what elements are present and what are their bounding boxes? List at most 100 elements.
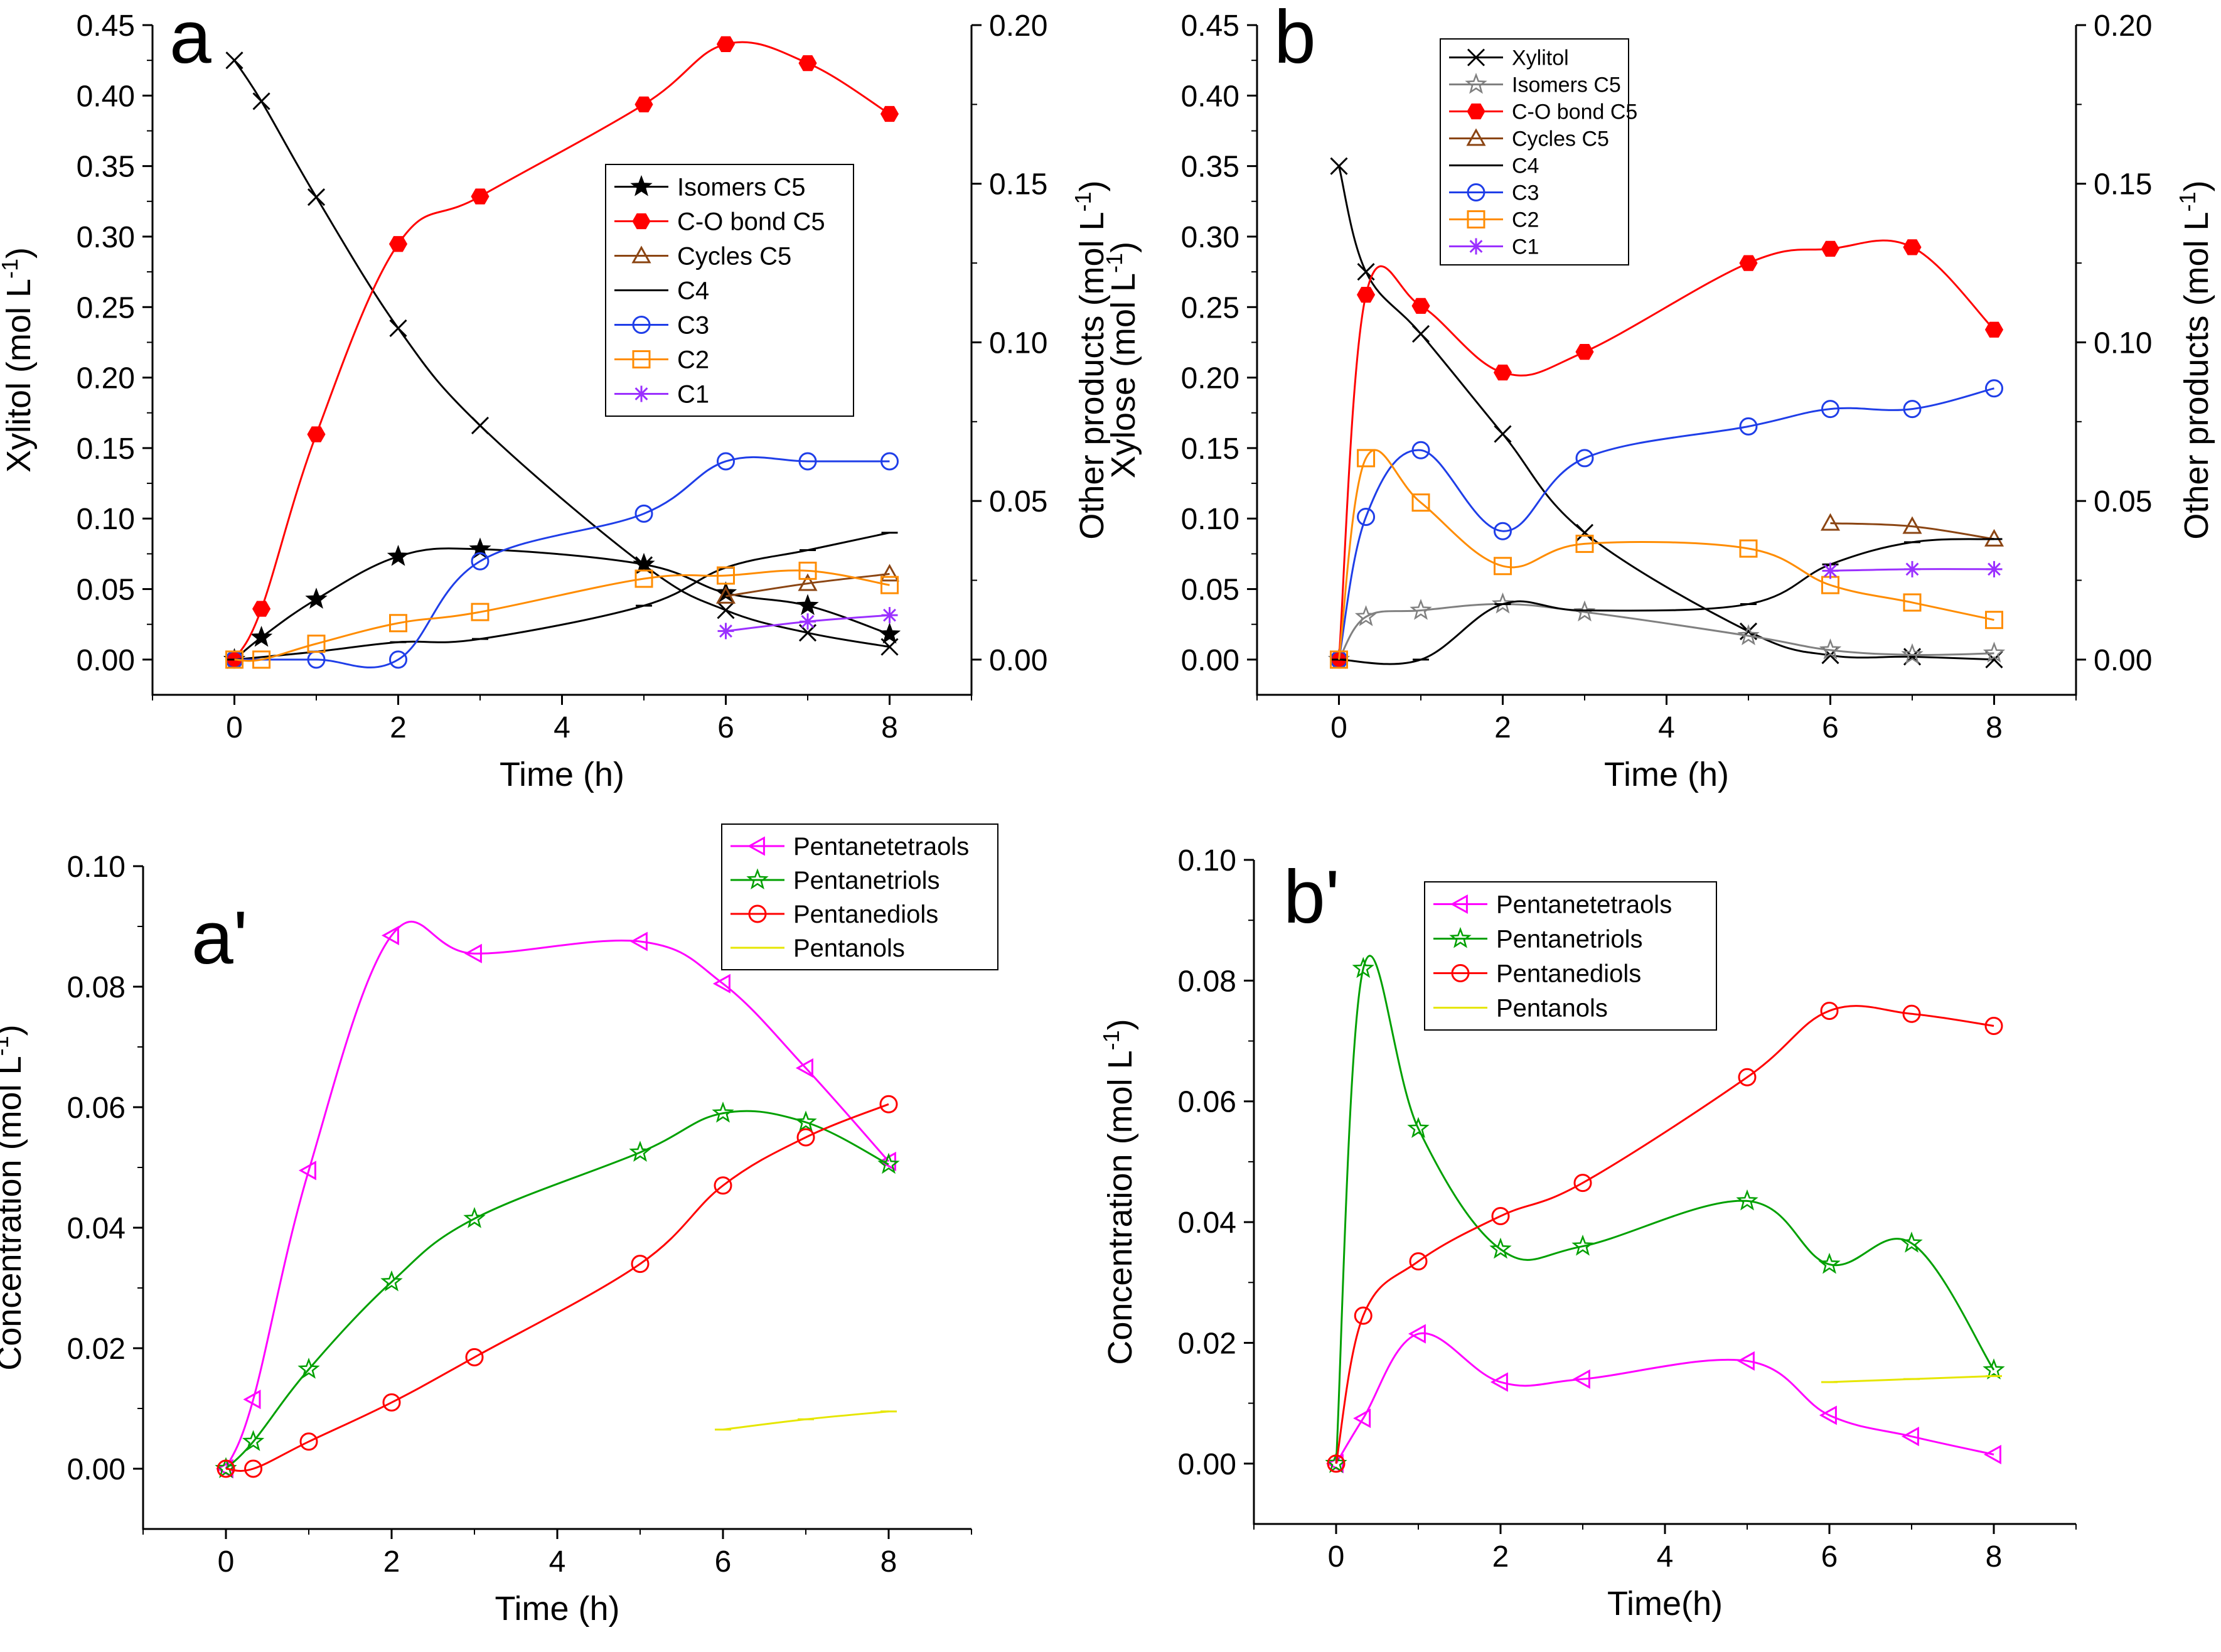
x-tick-label: 2 xyxy=(1492,1540,1509,1574)
data-point-isomers-c5 xyxy=(1354,605,1378,626)
series-pentanetetraols xyxy=(1325,1324,2001,1474)
data-point-pentanetetraols xyxy=(795,1058,813,1078)
data-point-pentanetriols xyxy=(1407,1117,1430,1139)
data-point-pentanediols xyxy=(879,1095,898,1113)
legend: Isomers C5 C-O bond C5 Cycles C5 C4 C3 C2 C1 xyxy=(605,164,854,417)
y-right-tick-label: 0.05 xyxy=(2094,485,2152,518)
series-line-c4 xyxy=(234,532,890,661)
legend-label-pentanediols: Pentanediols xyxy=(1496,960,1641,988)
data-point-pentanetriols xyxy=(629,1140,651,1162)
data-point-pentanediols xyxy=(244,1459,263,1478)
data-point-c3 xyxy=(798,452,817,471)
series-c4 xyxy=(1330,538,2003,665)
data-point-pentanetriols xyxy=(463,1207,486,1228)
data-point-c-o-bond-c5 xyxy=(388,236,408,252)
data-point-c2 xyxy=(307,635,326,653)
series-pentanols xyxy=(1821,1375,2002,1383)
series-c1 xyxy=(717,607,898,640)
legend-label-pentanediols: Pentanediols xyxy=(793,901,938,928)
data-point-c2 xyxy=(1985,611,2003,630)
y-tick-label: 0.10 xyxy=(1178,844,1236,877)
legend-marker-c2 xyxy=(632,350,651,368)
panel-a: 0 2 4 6 8 0.00 0.05 0.10 0.15 0.20 0.25 0.30 0.35 0.4… xyxy=(0,0,1111,793)
y-right-tick-label: 0.15 xyxy=(2094,168,2152,201)
data-point-c-o-bond-c5 xyxy=(1903,239,1922,255)
series-line-xylitol xyxy=(1338,166,1994,661)
y-tick-label: 0.45 xyxy=(1181,9,1239,43)
data-point-c3 xyxy=(1821,400,1839,419)
data-point-pentanediols xyxy=(1354,1306,1373,1325)
series-c3 xyxy=(1330,379,2003,669)
data-point-xylitol xyxy=(1411,324,1430,343)
legend-label-c2: C2 xyxy=(1512,208,1539,232)
x-tick-label: 4 xyxy=(549,1545,566,1579)
data-point-pentanediols xyxy=(1409,1252,1428,1271)
data-point-c1 xyxy=(1904,560,1920,577)
data-point-isomers-c5 xyxy=(469,537,491,559)
legend-marker-pentanediols xyxy=(1451,964,1470,982)
y-tick-label: 0.04 xyxy=(67,1212,126,1245)
data-point-c-o-bond-c5 xyxy=(1493,364,1512,381)
data-point-c3 xyxy=(389,650,407,669)
legend-marker-pentanediols xyxy=(748,904,767,923)
data-point-pentanetetraols xyxy=(1572,1369,1590,1389)
data-point-cycles-c5 xyxy=(1902,516,1922,534)
data-point-pentanetetraols xyxy=(1819,1405,1837,1425)
y-tick-label: 0.40 xyxy=(1181,80,1239,113)
panel-b-axes xyxy=(1256,25,2077,696)
data-point-pentanetriols xyxy=(877,1152,900,1174)
data-point-c-o-bond-c5 xyxy=(471,188,490,205)
data-point-c1 xyxy=(717,623,734,640)
x-tick-label: 2 xyxy=(390,711,407,744)
x-axis-label: Time(h) xyxy=(1607,1585,1723,1622)
series-line-c4 xyxy=(1339,538,1994,665)
data-point-c3 xyxy=(1903,400,1922,419)
x-tick-label: 4 xyxy=(1657,1540,1674,1574)
y-right-tick-label: 0.05 xyxy=(989,485,1047,518)
legend-label-cycles-c5: Cycles C5 xyxy=(677,243,791,271)
data-point-isomers-c5 xyxy=(1737,624,1760,646)
y-axis-label: Concentration (mol L-1) xyxy=(0,1024,28,1370)
legend-label-isomers-c5: Isomers C5 xyxy=(677,174,806,201)
legend-marker-cycles-c5 xyxy=(631,245,651,264)
y-right-axis-label: Other products (mol L-1) xyxy=(2175,180,2216,539)
data-point-isomers-c5 xyxy=(387,545,410,566)
y-right-tick-label: 0.00 xyxy=(989,644,1047,677)
data-point-c2 xyxy=(389,614,407,633)
x-tick-label: 6 xyxy=(1821,1540,1838,1574)
x-tick-label: 8 xyxy=(1986,711,2003,744)
y-tick-label: 0.25 xyxy=(77,291,135,324)
data-point-pentanetetraols xyxy=(243,1390,261,1410)
x-tick-label: 6 xyxy=(715,1545,732,1579)
y-tick-label: 0.00 xyxy=(1181,644,1239,677)
y-tick-label: 0.45 xyxy=(77,9,135,43)
data-point-pentanetriols xyxy=(380,1270,403,1292)
x-tick-label: 6 xyxy=(1822,711,1839,744)
data-point-pentanetriols xyxy=(1983,1358,2005,1380)
data-point-xylitol xyxy=(225,51,244,70)
y-tick-label: 0.15 xyxy=(77,432,135,466)
y-tick-label: 0.08 xyxy=(67,971,126,1004)
data-point-c-o-bond-c5 xyxy=(1739,255,1758,271)
legend-label-cycles-c5: Cycles C5 xyxy=(1512,127,1609,151)
legend-marker-pentanetriols xyxy=(1449,926,1472,948)
panel-b-prime: 0 2 4 6 8 0.00 0.02 0.04 0.06 0.08 0.10 Time(h) Conc… xyxy=(1098,844,2077,1622)
y-axis-label: Xylitol (mol L-1) xyxy=(0,247,38,473)
data-point-xylitol xyxy=(389,319,407,338)
legend-label-c4: C4 xyxy=(677,277,709,305)
series-line-cycles-c5 xyxy=(1830,522,1994,540)
data-point-c-o-bond-c5 xyxy=(798,55,817,72)
data-point-pentanetriols xyxy=(297,1358,320,1379)
data-point-c2 xyxy=(225,650,244,669)
x-tick-label: 8 xyxy=(881,711,898,744)
data-point-pentanetriols xyxy=(242,1430,265,1451)
series-line-pentanetetraols xyxy=(1335,1332,1994,1464)
data-point-c2 xyxy=(1575,534,1594,553)
data-point-xylitol xyxy=(252,92,270,110)
data-point-xylitol xyxy=(471,416,490,435)
legend-label-pentanetriols: Pentanetriols xyxy=(1496,926,1642,953)
legend-marker-pentanetriols xyxy=(746,868,769,890)
y-tick-label: 0.00 xyxy=(67,1453,126,1486)
data-point-pentanediols xyxy=(1820,1001,1839,1020)
